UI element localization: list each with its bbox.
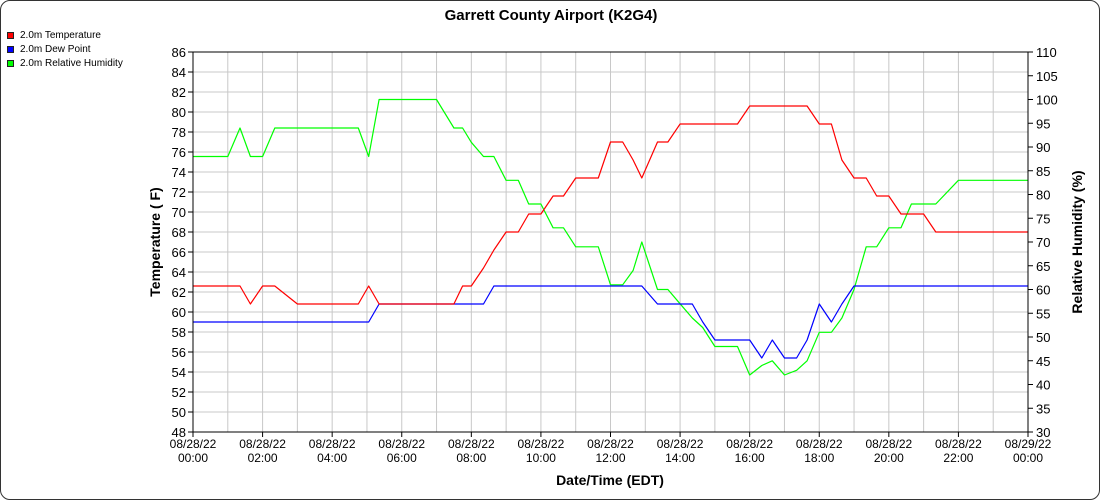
- x-tick-label-date: 08/29/22: [1005, 437, 1052, 451]
- x-tick-label-time: 14:00: [665, 451, 695, 465]
- legend-swatch-relative-humidity: [7, 59, 14, 67]
- y-left-tick-label: 70: [172, 205, 186, 220]
- y-axis-right-title: Relative Humidity (%): [1069, 170, 1085, 313]
- grid: [192, 51, 1029, 433]
- y-right-tick-label: 30: [1036, 425, 1050, 440]
- series-line-2-0m-temperature: [193, 105, 1028, 305]
- legend-item-temperature[interactable]: 2.0m Temperature: [7, 28, 123, 42]
- y-left-tick-label: 68: [172, 225, 186, 240]
- y-left-tick-label: 64: [172, 265, 186, 280]
- x-tick-label-date: 08/28/22: [239, 437, 286, 451]
- y-axis-left-title: Temperature ( F): [147, 187, 163, 296]
- x-axis-ticks: 08/28/2200:0008/28/2202:0008/28/2204:000…: [170, 432, 1052, 465]
- y-right-tick-label: 60: [1036, 283, 1050, 298]
- x-tick-label-time: 06:00: [387, 451, 417, 465]
- y-right-tick-label: 65: [1036, 259, 1050, 274]
- x-tick-label-time: 02:00: [248, 451, 278, 465]
- legend-swatch-dew-point: [7, 45, 14, 53]
- x-tick-label-date: 08/28/22: [657, 437, 704, 451]
- x-tick-label-time: 20:00: [874, 451, 904, 465]
- y-right-tick-label: 50: [1036, 330, 1050, 345]
- y-left-tick-label: 72: [172, 185, 186, 200]
- y-right-tick-label: 105: [1036, 69, 1058, 84]
- y-left-tick-label: 74: [172, 165, 186, 180]
- y-left-tick-label: 82: [172, 85, 186, 100]
- y-right-tick-label: 90: [1036, 140, 1050, 155]
- y-axis-right-ticks: 30 35 40 45 50 55 60 65 70 75 80 85 90 95 100 105 110: [1028, 45, 1058, 440]
- x-tick-label-time: 16:00: [735, 451, 765, 465]
- legend-label-temperature: 2.0m Temperature: [20, 29, 101, 41]
- x-tick-label-date: 08/28/22: [518, 437, 565, 451]
- x-tick-label-date: 08/28/22: [796, 437, 843, 451]
- x-tick-label-time: 10:00: [526, 451, 556, 465]
- y-axis-left-ticks: 48 50 52 54 56 58 60 62 64 66 68 70 72 74 76 78 80 82 84 86: [172, 45, 193, 440]
- y-left-tick-label: 78: [172, 125, 186, 140]
- legend-swatch-temperature: [7, 31, 14, 39]
- x-tick-label-date: 08/28/22: [726, 437, 773, 451]
- x-tick-label-date: 08/28/22: [309, 437, 356, 451]
- x-tick-label-time: 00:00: [1013, 451, 1043, 465]
- x-tick-label-date: 08/28/22: [378, 437, 425, 451]
- y-right-tick-label: 95: [1036, 116, 1050, 131]
- x-tick-label-time: 12:00: [595, 451, 625, 465]
- series-layer: [193, 98, 1028, 376]
- x-tick-label-time: 04:00: [317, 451, 347, 465]
- y-right-tick-label: 70: [1036, 235, 1050, 250]
- y-left-tick-label: 48: [172, 425, 186, 440]
- series-line-2-0m-relative-humidity: [193, 98, 1028, 376]
- x-tick-label-date: 08/28/22: [935, 437, 982, 451]
- y-right-tick-label: 35: [1036, 401, 1050, 416]
- y-right-tick-label: 80: [1036, 188, 1050, 203]
- y-right-tick-label: 75: [1036, 211, 1050, 226]
- x-tick-label-date: 08/28/22: [587, 437, 634, 451]
- y-left-tick-label: 60: [172, 305, 186, 320]
- y-left-tick-label: 54: [172, 365, 186, 380]
- x-tick-label-date: 08/28/22: [865, 437, 912, 451]
- x-tick-label-time: 18:00: [804, 451, 834, 465]
- y-left-tick-label: 52: [172, 385, 186, 400]
- legend-item-relative-humidity[interactable]: 2.0m Relative Humidity: [7, 56, 123, 70]
- x-tick-label-time: 08:00: [456, 451, 486, 465]
- x-tick-label-time: 22:00: [943, 451, 973, 465]
- x-tick-label-date: 08/28/22: [448, 437, 495, 451]
- y-left-tick-label: 56: [172, 345, 186, 360]
- legend-label-dew-point: 2.0m Dew Point: [20, 43, 91, 55]
- y-left-tick-label: 50: [172, 405, 186, 420]
- legend-label-relative-humidity: 2.0m Relative Humidity: [20, 57, 123, 69]
- y-right-tick-label: 55: [1036, 306, 1050, 321]
- y-left-tick-label: 86: [172, 45, 186, 60]
- legend: 2.0m Temperature 2.0m Dew Point 2.0m Rel…: [7, 28, 123, 70]
- y-left-tick-label: 84: [172, 65, 186, 80]
- y-left-tick-label: 58: [172, 325, 186, 340]
- x-tick-label-time: 00:00: [178, 451, 208, 465]
- x-axis-title: Date/Time (EDT): [556, 472, 664, 488]
- y-right-tick-label: 110: [1036, 45, 1057, 60]
- y-left-tick-label: 76: [172, 145, 186, 160]
- y-right-tick-label: 100: [1036, 93, 1058, 108]
- legend-item-dew-point[interactable]: 2.0m Dew Point: [7, 42, 123, 56]
- y-right-tick-label: 40: [1036, 378, 1050, 393]
- chart-title: Garrett County Airport (K2G4): [445, 7, 658, 24]
- y-left-tick-label: 66: [172, 245, 186, 260]
- y-left-tick-label: 80: [172, 105, 186, 120]
- y-right-tick-label: 85: [1036, 164, 1050, 179]
- y-left-tick-label: 62: [172, 285, 186, 300]
- y-right-tick-label: 45: [1036, 354, 1050, 369]
- x-tick-label-date: 08/28/22: [170, 437, 217, 451]
